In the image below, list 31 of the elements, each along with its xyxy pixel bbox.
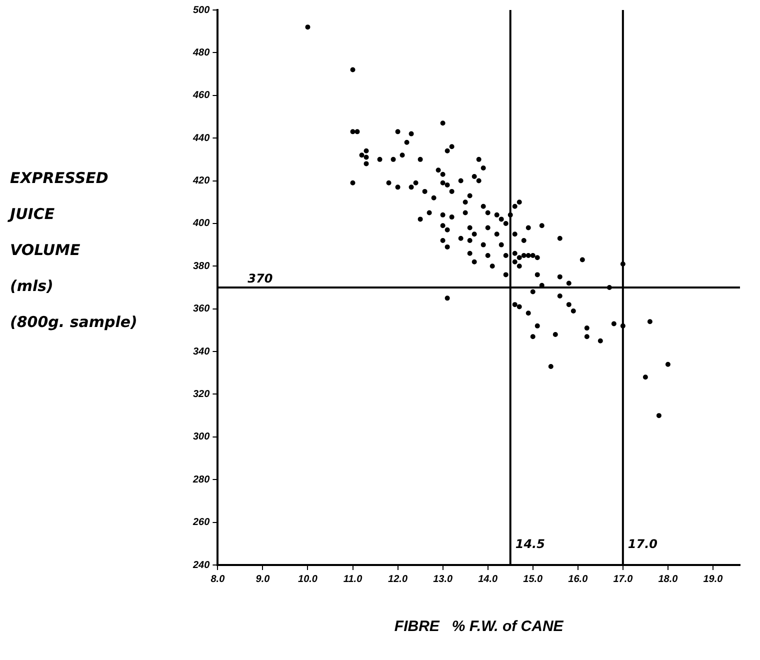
- y-tick-label: 420: [192, 176, 210, 187]
- x-tick-label: 9.0: [256, 574, 270, 585]
- y-tick-label: 300: [192, 432, 210, 443]
- y-tick-label: 460: [192, 90, 210, 102]
- text: EXPRESSED JUICE VOLUME (mls) (800g. sample): [10, 169, 138, 331]
- x-tick-label: 11.0: [343, 574, 363, 585]
- y-tick-label: 280: [192, 474, 210, 486]
- x-tick-label: 16.0: [568, 574, 588, 585]
- ref-line-label: 17.0: [628, 537, 658, 552]
- x-axis-title: FIBRE % F.W. of CANE: [394, 618, 564, 636]
- y-tick-label: 400: [192, 218, 210, 230]
- y-tick-label: 240: [192, 560, 210, 571]
- y-tick-label: 380: [192, 260, 210, 272]
- y-tick-label: 500: [192, 4, 210, 16]
- y-tick-label: 440: [192, 132, 210, 144]
- x-tick-label: 15.0: [523, 574, 544, 585]
- x-tick-label: 10.0: [298, 574, 318, 585]
- x-tick-label: 17.0: [613, 574, 634, 585]
- y-tick-label: 360: [192, 304, 210, 315]
- y-tick-label: 480: [192, 47, 210, 58]
- x-tick-label: 19.0: [703, 574, 724, 585]
- x-tick-label: 13.0: [433, 574, 453, 585]
- x-tick-label: 14.0: [478, 574, 498, 585]
- ref-line-label: 14.5: [515, 537, 545, 552]
- y-tick-label: 320: [192, 388, 210, 400]
- x-tick-label: 12.0: [388, 574, 408, 585]
- x-tick-label: 18.0: [658, 574, 678, 585]
- y-tick-label: 340: [192, 346, 210, 358]
- ref-line-label: 370: [248, 272, 273, 286]
- y-tick-label: 260: [192, 517, 210, 528]
- x-tick-label: 8.0: [210, 574, 226, 585]
